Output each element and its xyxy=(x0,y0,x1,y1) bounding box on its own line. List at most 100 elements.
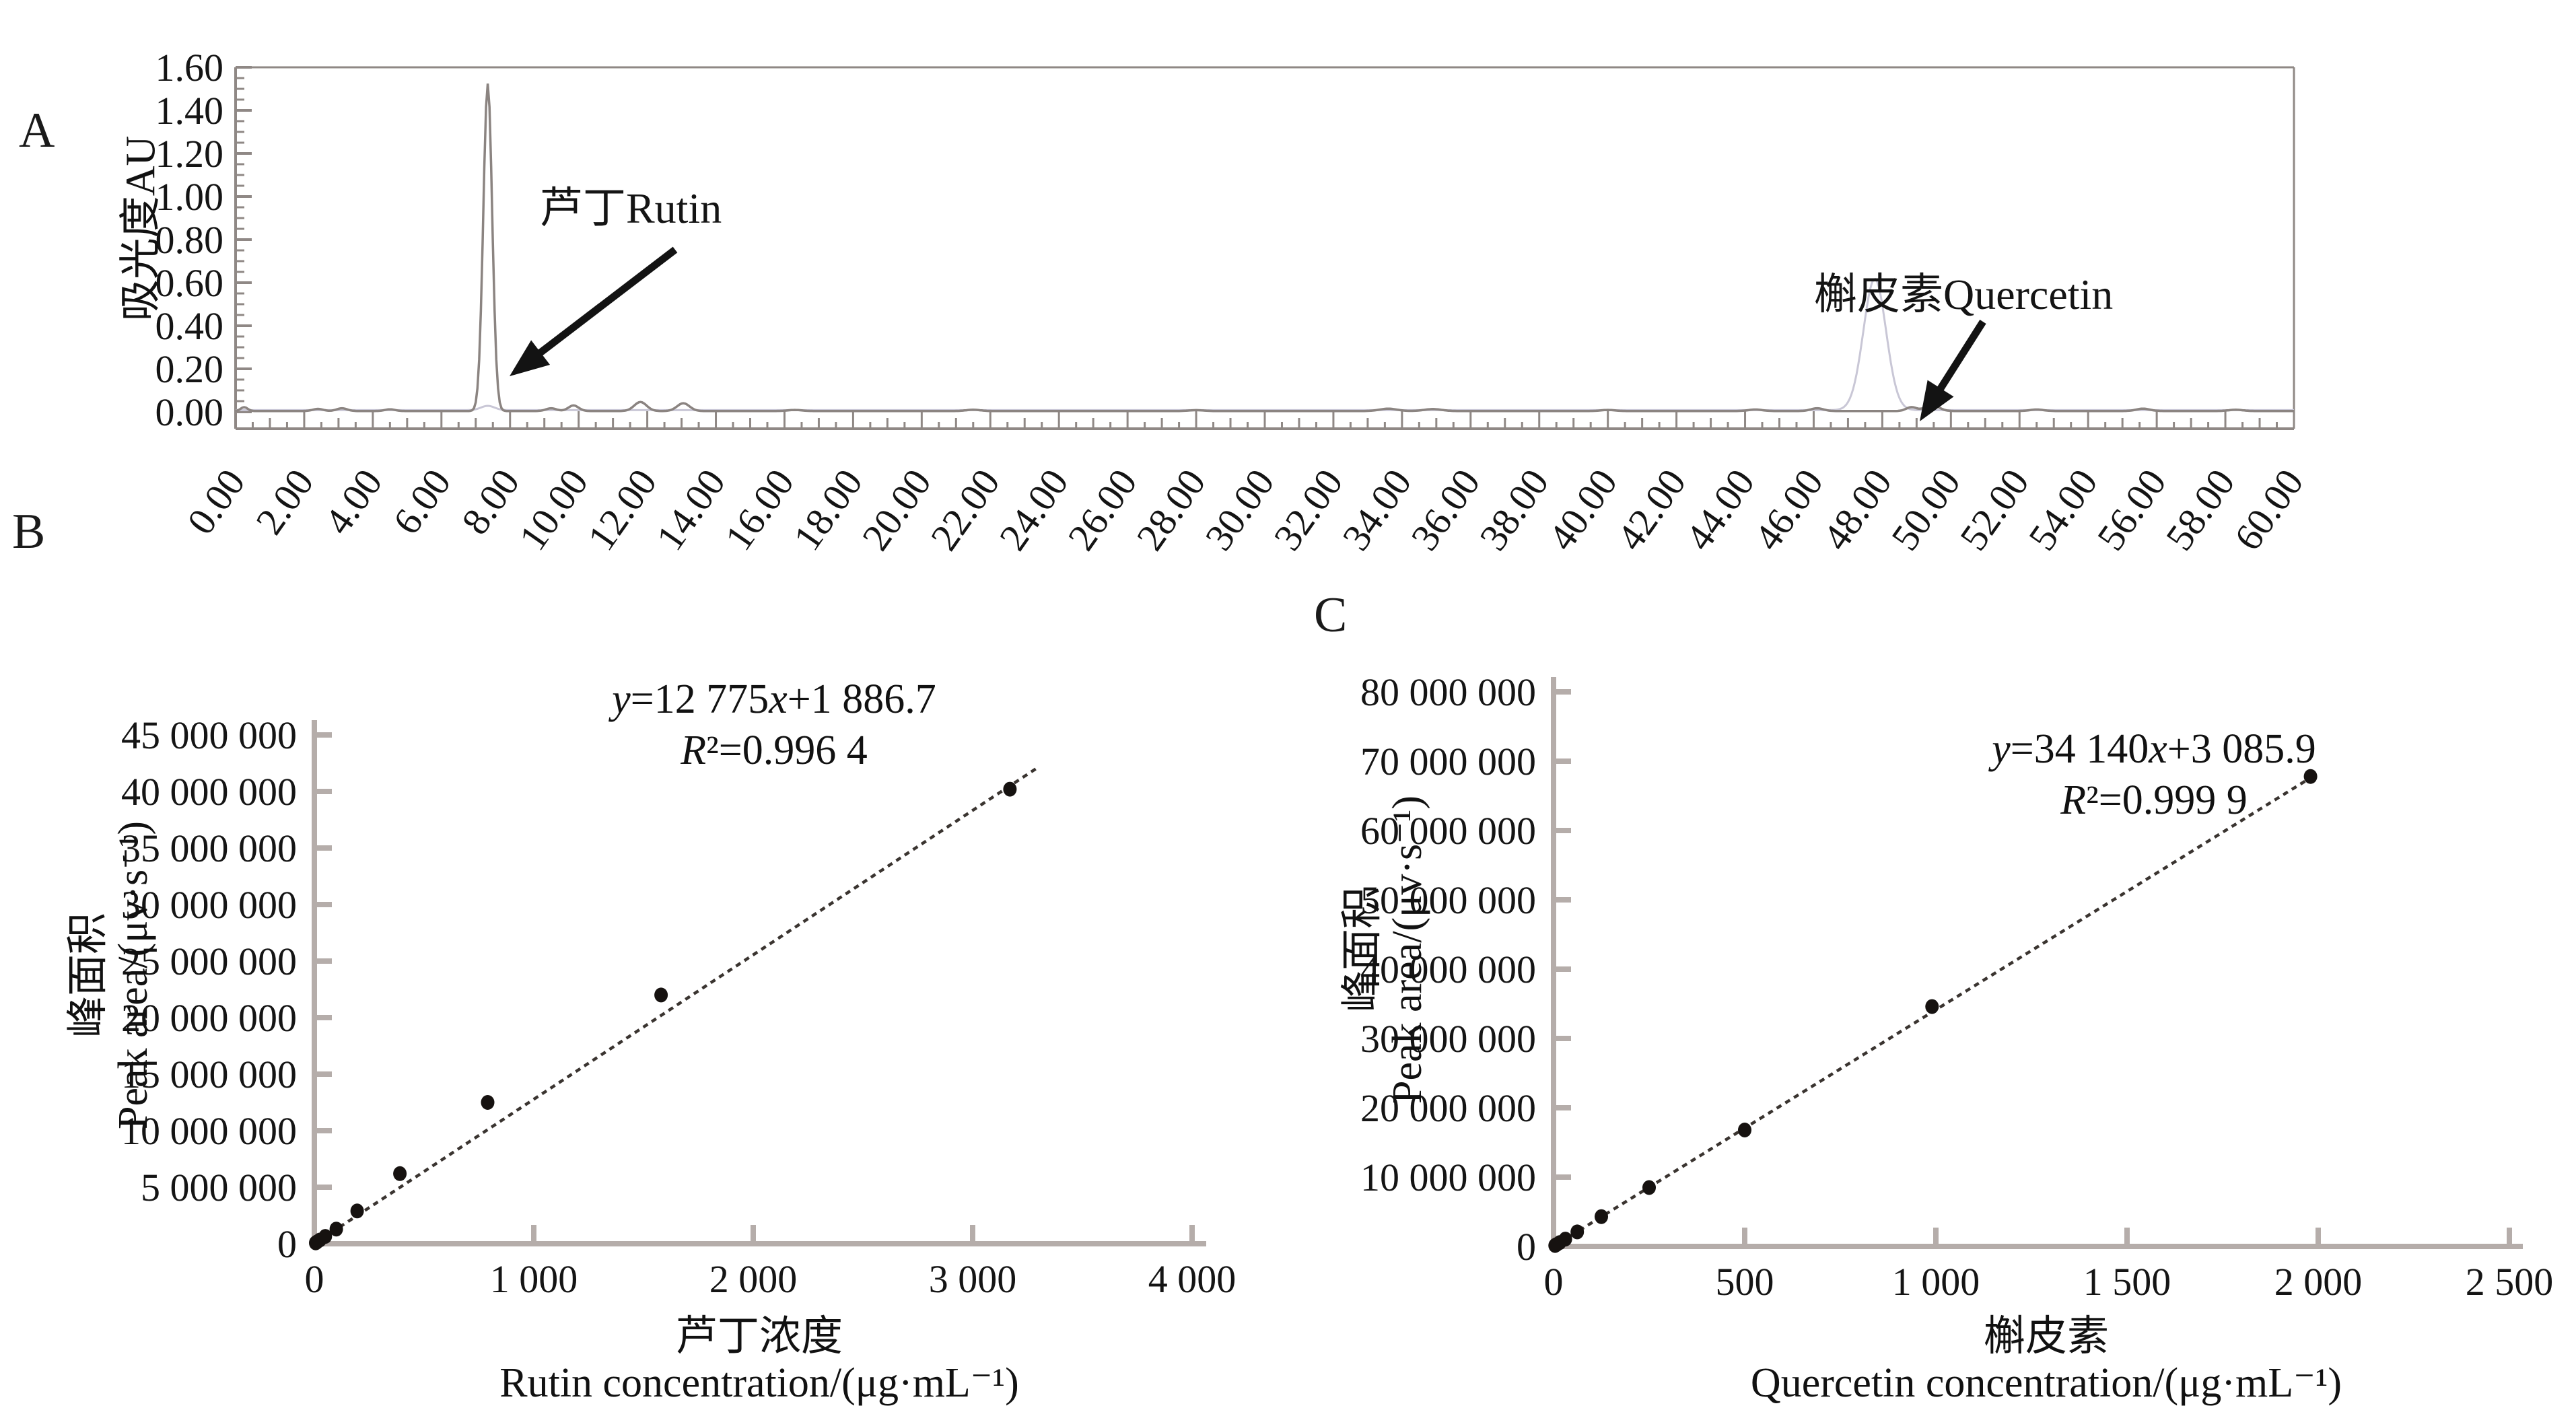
panel-b-label: B xyxy=(12,504,46,559)
y-tick-label: 10 000 000 xyxy=(121,1109,297,1153)
arrow-head xyxy=(1920,380,1954,421)
panel-c-y-axis-title: 峰面积 Peak area/(μv·s⁻¹) xyxy=(1339,647,1430,1252)
panel-a-y-axis-title-text: 吸光度AU xyxy=(118,135,164,322)
data-point xyxy=(318,1229,333,1244)
x-tick-label: 38.00 xyxy=(1471,461,1557,558)
x-tick-label: 3 000 xyxy=(929,1257,1017,1301)
data-point xyxy=(1642,1180,1656,1195)
x-tick-label: 28.00 xyxy=(1128,461,1214,558)
x-tick-label: 2 500 xyxy=(2466,1260,2554,1304)
x-tick-label: 6.00 xyxy=(384,461,459,542)
x-tick-label: 0 xyxy=(1544,1260,1564,1304)
y-tick-label: 20 000 000 xyxy=(121,996,297,1040)
x-tick-label: 24.00 xyxy=(991,461,1077,558)
y-tick-label: 0.60 xyxy=(155,261,224,305)
panel-b-x-axis-title-en: Rutin concentration/(μg·mL⁻¹) xyxy=(499,1360,1019,1407)
arrow-shaft xyxy=(1935,320,1986,394)
panel-b-equation: y=12 775x+1 886.7 xyxy=(612,676,936,722)
panel-c-x-axis-title-cn: 槲皮素 xyxy=(1983,1314,2109,1360)
fit-line xyxy=(313,765,1040,1245)
chromatogram-trace xyxy=(235,83,2294,413)
x-tick-label: 0 xyxy=(305,1257,324,1301)
y-tick-label: 5 000 000 xyxy=(141,1166,297,1209)
panel-c-y-axis-title-cn: 峰面积 xyxy=(1339,886,1386,1012)
data-point xyxy=(481,1095,495,1110)
panel-b-x-axis-title: 芦丁浓度 Rutin concentration/(μg·mL⁻¹) xyxy=(322,1314,1197,1407)
y-tick-label: 30 000 000 xyxy=(121,883,297,927)
rutin-arrow xyxy=(510,246,678,376)
x-tick-label: 2 000 xyxy=(709,1257,798,1301)
y-tick-label: 35 000 000 xyxy=(121,826,297,870)
y-tick-label: 15 000 000 xyxy=(121,1053,297,1096)
y-tick-label: 40 000 000 xyxy=(121,770,297,814)
y-tick-label: 0 xyxy=(277,1222,297,1266)
panel-a-label: A xyxy=(19,103,55,158)
panel-a-y-axis-title: 吸光度AU xyxy=(118,0,164,464)
panel-c-x-axis-title: 槲皮素 Quercetin concentration/(μg·mL⁻¹) xyxy=(1609,1314,2484,1407)
y-tick-label: 0.80 xyxy=(155,218,224,262)
data-point xyxy=(1003,781,1017,797)
data-point xyxy=(2303,769,2318,784)
y-tick-label: 0.20 xyxy=(155,347,224,391)
y-tick-label: 60 000 000 xyxy=(1360,809,1536,853)
x-tick-label: 60.00 xyxy=(2226,461,2312,558)
panel-c-label: C xyxy=(1314,588,1348,643)
x-tick-label: 30.00 xyxy=(1197,461,1283,558)
data-point xyxy=(654,987,668,1003)
x-tick-label: 18.00 xyxy=(785,461,871,558)
x-tick-label: 32.00 xyxy=(1265,461,1351,558)
x-tick-label: 48.00 xyxy=(1814,461,1900,558)
arrow-head xyxy=(510,340,551,376)
data-point xyxy=(1925,999,1939,1014)
panel-b-equation-block: y=12 775x+1 886.7 R²=0.996 4 xyxy=(471,674,1077,776)
data-point xyxy=(393,1166,407,1181)
x-tick-label: 12.00 xyxy=(579,461,665,558)
y-tick-label: 1.40 xyxy=(155,89,224,133)
x-tick-label: 4.00 xyxy=(316,461,390,542)
y-tick-label: 80 000 000 xyxy=(1360,670,1536,714)
y-tick-label: 30 000 000 xyxy=(1360,1017,1536,1061)
x-tick-label: 34.00 xyxy=(1333,461,1420,558)
x-tick-label: 46.00 xyxy=(1745,461,1832,558)
panel-c-y-axis-title-en: Peak area/(μv·s⁻¹) xyxy=(1385,795,1430,1104)
x-tick-label: 4 000 xyxy=(1148,1257,1237,1301)
y-tick-label: 1.20 xyxy=(155,132,224,176)
y-tick-label: 0.00 xyxy=(155,390,224,434)
x-tick-label: 44.00 xyxy=(1677,461,1763,558)
x-tick-label: 1 500 xyxy=(2083,1260,2171,1304)
x-tick-label: 42.00 xyxy=(1608,461,1694,558)
x-tick-label: 22.00 xyxy=(922,461,1008,558)
y-tick-label: 0.40 xyxy=(155,304,224,348)
x-tick-label: 16.00 xyxy=(716,461,802,558)
panel-c-x-axis-title-en: Quercetin concentration/(μg·mL⁻¹) xyxy=(1750,1360,2342,1407)
data-point xyxy=(1738,1123,1751,1137)
panel-b-y-axis-title: 峰面积 Peak area/(μv·s⁻¹) xyxy=(65,672,156,1278)
x-tick-label: 54.00 xyxy=(2020,461,2106,558)
y-tick-label: 1.60 xyxy=(155,46,224,90)
x-tick-label: 500 xyxy=(1716,1260,1774,1304)
panel-c-equation-block: y=34 140x+3 085.9 R²=0.999 9 xyxy=(1851,724,2457,826)
x-tick-label: 52.00 xyxy=(1951,461,2038,558)
x-tick-label: 56.00 xyxy=(2089,461,2175,558)
x-tick-label: 14.00 xyxy=(648,461,734,558)
x-tick-label: 10.00 xyxy=(510,461,596,558)
panel-b-scatter: 0 5 000 000 10 000 000 15 000 000 20 000 000… xyxy=(121,713,1236,1301)
y-tick-label: 70 000 000 xyxy=(1360,740,1536,783)
data-point xyxy=(329,1222,343,1237)
x-tick-label: 26.00 xyxy=(1059,461,1146,558)
panel-b-x-axis-title-cn: 芦丁浓度 xyxy=(675,1314,843,1360)
x-tick-label: 58.00 xyxy=(2157,461,2243,558)
quercetin-arrow xyxy=(1920,320,1986,421)
x-tick-label: 2.00 xyxy=(247,461,322,542)
y-tick-label: 10 000 000 xyxy=(1360,1156,1536,1199)
x-tick-label: 2 000 xyxy=(2274,1260,2363,1304)
x-tick-label: 0.00 xyxy=(178,461,253,542)
peak-label-rutin: 芦丁Rutin xyxy=(540,184,722,232)
x-tick-label: 1 000 xyxy=(1892,1260,1980,1304)
arrow-shaft xyxy=(534,246,678,358)
panel-b-y-axis-title-cn: 峰面积 xyxy=(65,912,112,1038)
y-tick-label: 25 000 000 xyxy=(121,940,297,983)
y-tick-label: 1.00 xyxy=(155,175,224,219)
